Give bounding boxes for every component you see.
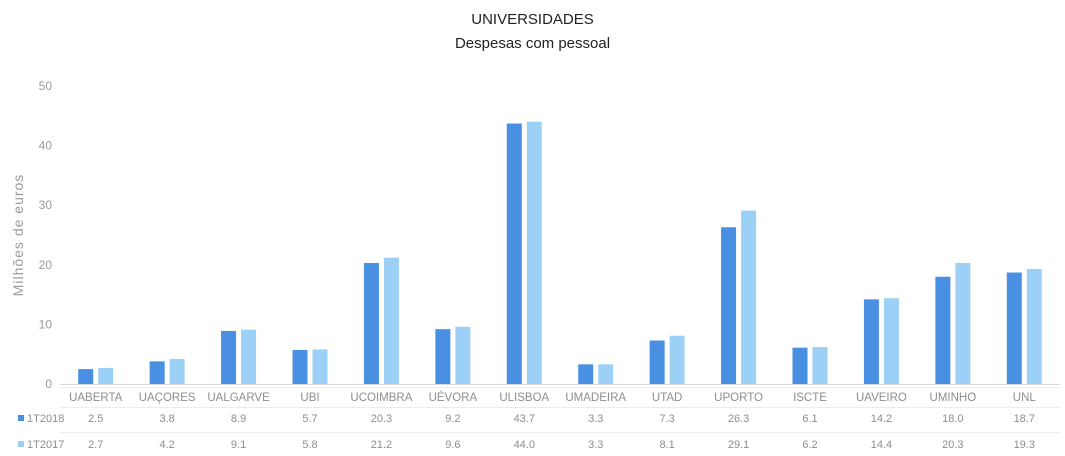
data-label: 43.7 (514, 413, 535, 425)
data-label: 18.7 (1014, 413, 1035, 425)
y-axis-label: Milhões de euros (10, 174, 26, 297)
bar-1T2018-ULISBOA (506, 123, 522, 384)
data-label: 14.4 (871, 439, 892, 451)
bar-1T2017-UPORTO (741, 210, 757, 384)
data-label: 29.1 (728, 439, 749, 451)
bar-1T2018-UPORTO (721, 227, 737, 384)
chart-title: UNIVERSIDADES (471, 11, 594, 28)
bar-1T2018-UABERTA (78, 369, 94, 384)
x-tick-label: UALGARVE (207, 392, 270, 404)
y-tick-label: 0 (45, 377, 52, 391)
bar-1T2018-UMINHO (935, 276, 951, 384)
x-tick-label: UÉVORA (429, 391, 478, 404)
x-tick-label: UMINHO (930, 392, 977, 404)
data-label: 8.9 (231, 413, 246, 425)
legend-swatch (18, 415, 24, 421)
data-label: 4.2 (159, 439, 174, 451)
bar-1T2017-UAVEIRO (883, 298, 899, 384)
bar-1T2018-UAÇORES (149, 361, 165, 384)
y-tick-label: 20 (39, 258, 53, 272)
data-label: 9.1 (231, 439, 246, 451)
bar-1T2018-UÉVORA (435, 329, 451, 384)
data-label: 3.3 (588, 439, 603, 451)
data-label: 5.8 (302, 439, 317, 451)
y-tick-label: 10 (39, 317, 53, 331)
bar-1T2017-UMADEIRA (598, 364, 614, 384)
data-label: 44.0 (514, 439, 535, 451)
data-label: 9.2 (445, 413, 460, 425)
data-label: 2.5 (88, 413, 103, 425)
bar-1T2018-ISCTE (792, 347, 808, 384)
x-tick-label: UTAD (652, 392, 682, 404)
x-tick-label: UAVEIRO (856, 392, 907, 404)
bar-1T2017-UABERTA (98, 367, 114, 384)
bar-1T2018-UCOIMBRA (363, 263, 379, 384)
bar-1T2017-UTAD (669, 335, 685, 384)
bar-1T2017-UCOIMBRA (383, 257, 399, 384)
bar-1T2017-ISCTE (812, 347, 828, 384)
legend-label: 1T2018 (27, 413, 64, 425)
data-label: 21.2 (371, 439, 392, 451)
x-tick-label: UNL (1013, 392, 1037, 404)
data-label: 18.0 (942, 413, 963, 425)
x-tick-label: UPORTO (714, 392, 763, 404)
data-label: 3.3 (588, 413, 603, 425)
data-label: 19.3 (1014, 439, 1035, 451)
legend-label: 1T2017 (27, 439, 64, 451)
bar-1T2017-UÉVORA (455, 326, 471, 384)
bar-1T2018-UALGARVE (221, 330, 237, 384)
bar-1T2017-UAÇORES (169, 358, 185, 384)
y-tick-label: 40 (39, 139, 53, 153)
bar-1T2017-UBI (312, 349, 328, 384)
x-tick-label: ULISBOA (499, 392, 549, 404)
x-tick-label: ISCTE (793, 392, 827, 404)
x-tick-label: UAÇORES (139, 392, 196, 404)
bar-1T2018-UMADEIRA (578, 364, 594, 384)
bar-1T2018-UBI (292, 350, 308, 384)
data-label: 20.3 (371, 413, 392, 425)
bar-1T2018-UNL (1006, 272, 1022, 384)
data-label: 14.2 (871, 413, 892, 425)
data-label: 9.6 (445, 439, 460, 451)
data-label: 6.2 (802, 439, 817, 451)
data-label: 20.3 (942, 439, 963, 451)
data-label: 2.7 (88, 439, 103, 451)
bar-1T2017-UNL (1026, 268, 1042, 384)
x-tick-label: UCOIMBRA (350, 392, 412, 404)
bar-1T2018-UAVEIRO (863, 299, 879, 384)
data-label: 5.7 (302, 413, 317, 425)
y-tick-label: 50 (39, 79, 53, 93)
data-label: 7.3 (659, 413, 674, 425)
x-tick-label: UMADEIRA (565, 392, 626, 404)
bar-1T2017-UMINHO (955, 263, 971, 384)
y-tick-label: 30 (39, 198, 53, 212)
x-tick-label: UBI (300, 392, 319, 404)
bar-1T2017-UALGARVE (241, 329, 257, 384)
bar-1T2017-ULISBOA (526, 121, 542, 384)
data-label: 8.1 (659, 439, 674, 451)
data-label: 26.3 (728, 413, 749, 425)
x-tick-label: UABERTA (69, 392, 123, 404)
data-label: 3.8 (159, 413, 174, 425)
data-label: 6.1 (802, 413, 817, 425)
chart-subtitle: Despesas com pessoal (454, 35, 611, 52)
bar-1T2018-UTAD (649, 340, 665, 384)
legend-swatch (18, 441, 24, 447)
